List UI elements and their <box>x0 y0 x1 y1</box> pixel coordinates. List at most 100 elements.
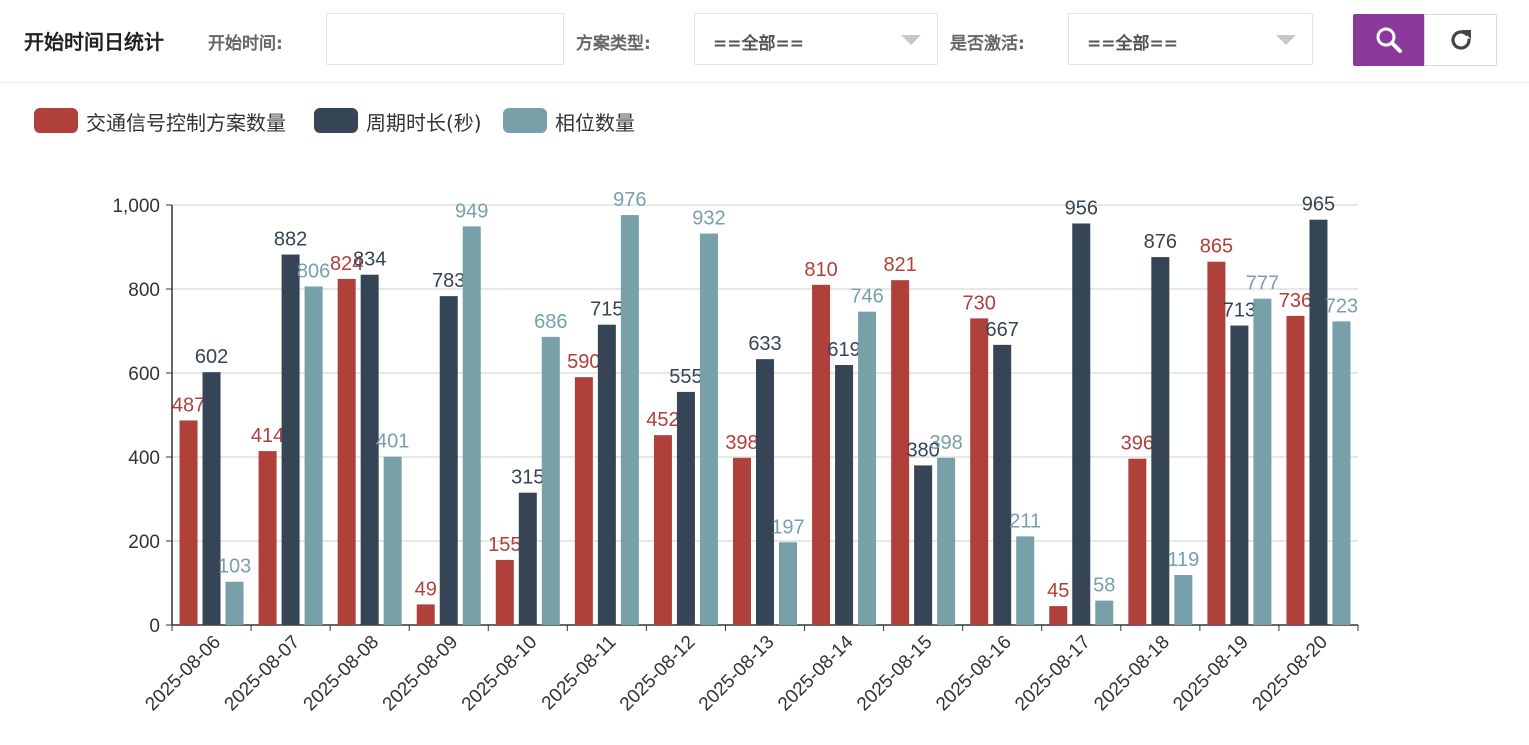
y-tick-label: 1,000 <box>112 196 160 217</box>
bar <box>202 372 221 625</box>
data-label: 396 <box>1121 433 1154 455</box>
bar <box>1286 315 1305 625</box>
data-label: 777 <box>1246 273 1279 295</box>
start-time-input[interactable] <box>326 13 564 65</box>
data-label: 398 <box>929 432 962 454</box>
bar <box>891 280 910 625</box>
legend-swatch <box>34 108 78 133</box>
bar <box>179 420 198 625</box>
bar <box>1309 219 1328 625</box>
bar <box>756 359 774 625</box>
data-label: 834 <box>353 249 386 271</box>
bar <box>1332 321 1351 625</box>
legend-swatch <box>314 108 358 133</box>
data-label: 882 <box>274 229 307 251</box>
x-tick-label: 2025-08-20 <box>1248 632 1332 716</box>
data-label: 211 <box>1009 510 1041 532</box>
refresh-icon <box>1450 30 1471 50</box>
filter-toolbar: 开始时间日统计 开始时间: 方案类型: ==全部== 是否激活: ==全部== <box>0 0 1529 83</box>
bar <box>462 226 481 626</box>
data-label: 956 <box>1065 197 1098 219</box>
data-label: 736 <box>1279 290 1312 312</box>
data-label: 806 <box>297 260 330 282</box>
bar <box>541 336 560 625</box>
bar <box>1174 575 1193 625</box>
bar <box>1049 606 1068 625</box>
data-label: 865 <box>1200 236 1233 258</box>
data-label: 401 <box>376 431 409 453</box>
plan-type-value: ==全部== <box>713 34 804 54</box>
search-button[interactable] <box>1353 14 1425 66</box>
data-label: 810 <box>804 259 837 281</box>
bar <box>439 296 458 625</box>
x-tick-label: 2025-08-08 <box>300 632 384 716</box>
bar <box>970 318 989 625</box>
legend-label: 交通信号控制方案数量 <box>86 111 286 135</box>
data-label: 103 <box>218 556 251 578</box>
x-tick-label: 2025-08-14 <box>774 631 858 715</box>
data-label: 119 <box>1167 549 1199 571</box>
bar <box>1072 223 1091 625</box>
data-label: 414 <box>251 425 284 447</box>
y-tick-label: 400 <box>128 448 160 469</box>
data-label: 686 <box>534 311 567 333</box>
data-label: 723 <box>1325 295 1358 317</box>
bar-chart: 02004006008001,0002025-08-062025-08-0720… <box>112 189 1359 716</box>
bar <box>337 278 356 625</box>
bar <box>597 324 616 625</box>
x-tick-label: 2025-08-12 <box>616 632 700 716</box>
bar <box>914 465 933 625</box>
data-label: 58 <box>1093 575 1115 597</box>
bar <box>699 233 718 625</box>
data-label: 197 <box>771 516 804 538</box>
bar <box>858 311 877 625</box>
x-tick-label: 2025-08-18 <box>1090 632 1174 716</box>
bar <box>416 604 435 625</box>
legend-label: 周期时长(秒) <box>366 111 482 135</box>
bar <box>937 457 956 625</box>
bar <box>1128 458 1147 625</box>
data-label: 398 <box>725 432 758 454</box>
data-label: 45 <box>1047 580 1069 602</box>
bar <box>495 559 514 625</box>
bar <box>812 284 831 625</box>
bar <box>518 492 537 625</box>
bar <box>1016 536 1035 625</box>
data-label: 965 <box>1302 194 1335 216</box>
data-label: 555 <box>669 366 702 388</box>
bar <box>1095 600 1114 625</box>
bar <box>1151 257 1170 625</box>
refresh-button[interactable] <box>1424 14 1497 66</box>
x-tick-label: 2025-08-07 <box>221 632 305 716</box>
x-tick-label: 2025-08-13 <box>695 632 779 716</box>
data-label: 452 <box>646 409 679 431</box>
bar <box>733 457 751 625</box>
bar <box>835 365 854 625</box>
plan-type-label: 方案类型: <box>576 34 651 54</box>
x-tick-label: 2025-08-19 <box>1169 632 1253 716</box>
start-time-label: 开始时间: <box>208 34 283 54</box>
data-label: 633 <box>748 333 781 355</box>
bar <box>360 274 379 625</box>
search-icon <box>1376 27 1402 53</box>
bar <box>676 391 695 625</box>
data-label: 876 <box>1144 231 1177 253</box>
data-label: 667 <box>986 319 1019 341</box>
data-label: 619 <box>827 339 860 361</box>
plan-type-select[interactable]: ==全部== <box>694 13 938 65</box>
active-select[interactable]: ==全部== <box>1068 13 1313 65</box>
x-tick-label: 2025-08-17 <box>1011 632 1095 716</box>
data-label: 824 <box>330 253 363 275</box>
data-label: 715 <box>590 299 623 321</box>
data-label: 783 <box>432 270 465 292</box>
bar <box>1230 325 1249 625</box>
data-label: 730 <box>963 292 996 314</box>
data-label: 380 <box>906 439 939 461</box>
bar <box>1207 261 1226 625</box>
bar <box>383 456 402 625</box>
data-label: 49 <box>415 578 437 600</box>
y-tick-label: 600 <box>128 364 160 385</box>
x-tick-label: 2025-08-10 <box>458 632 542 716</box>
bar <box>620 215 639 625</box>
bar <box>653 435 672 625</box>
